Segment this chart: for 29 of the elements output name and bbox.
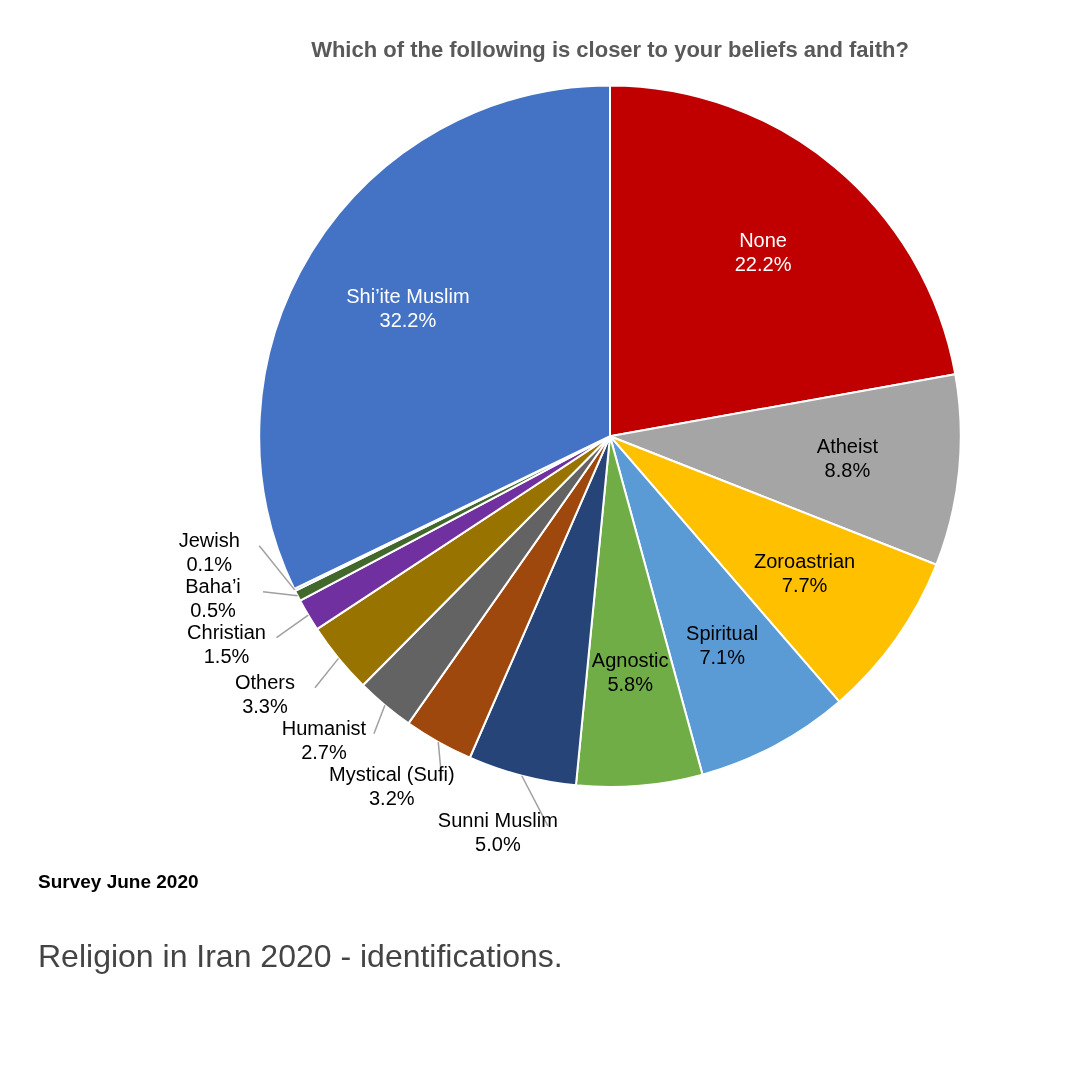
data-label: 7.1% xyxy=(699,646,746,669)
chart-title: Which of the following is closer to your beliefs and faith? xyxy=(311,37,909,63)
slice-label: Mystical (Sufi) xyxy=(328,763,455,786)
data-label: 8.8% xyxy=(824,459,871,482)
slice-label: Spiritual xyxy=(686,622,759,645)
slice-label: Atheist xyxy=(816,435,879,458)
data-label: 3.3% xyxy=(242,695,288,718)
data-label: 0.1% xyxy=(186,553,233,576)
data-label: 22.2% xyxy=(734,252,792,275)
text: Religion in Iran 2020 - identifications. xyxy=(37,937,564,976)
data-label: 5.8% xyxy=(607,673,654,696)
slice-label: Agnostic xyxy=(591,649,669,672)
slice-label: Shi’ite Muslim xyxy=(346,284,470,307)
data-label: 5.0% xyxy=(475,833,521,856)
slice-label: Baha’i xyxy=(185,575,241,598)
slice-label: Others xyxy=(234,671,295,694)
data-label: 3.2% xyxy=(368,787,415,810)
data-label: 7.7% xyxy=(781,573,828,596)
slice-label: Christian xyxy=(187,621,266,644)
slice-label: Humanist xyxy=(281,717,367,740)
slice-label: None xyxy=(739,228,787,251)
slice-label: Sunni Muslim xyxy=(437,809,558,832)
data-label: 0.5% xyxy=(190,599,237,622)
data-label: 2.7% xyxy=(301,741,347,764)
slice-label: Zoroastrian xyxy=(754,549,856,572)
data-label: 32.2% xyxy=(379,308,437,331)
slice-label: Jewish xyxy=(178,529,240,552)
text: Survey June 2020 xyxy=(38,871,199,892)
data-label: 1.5% xyxy=(203,645,250,668)
